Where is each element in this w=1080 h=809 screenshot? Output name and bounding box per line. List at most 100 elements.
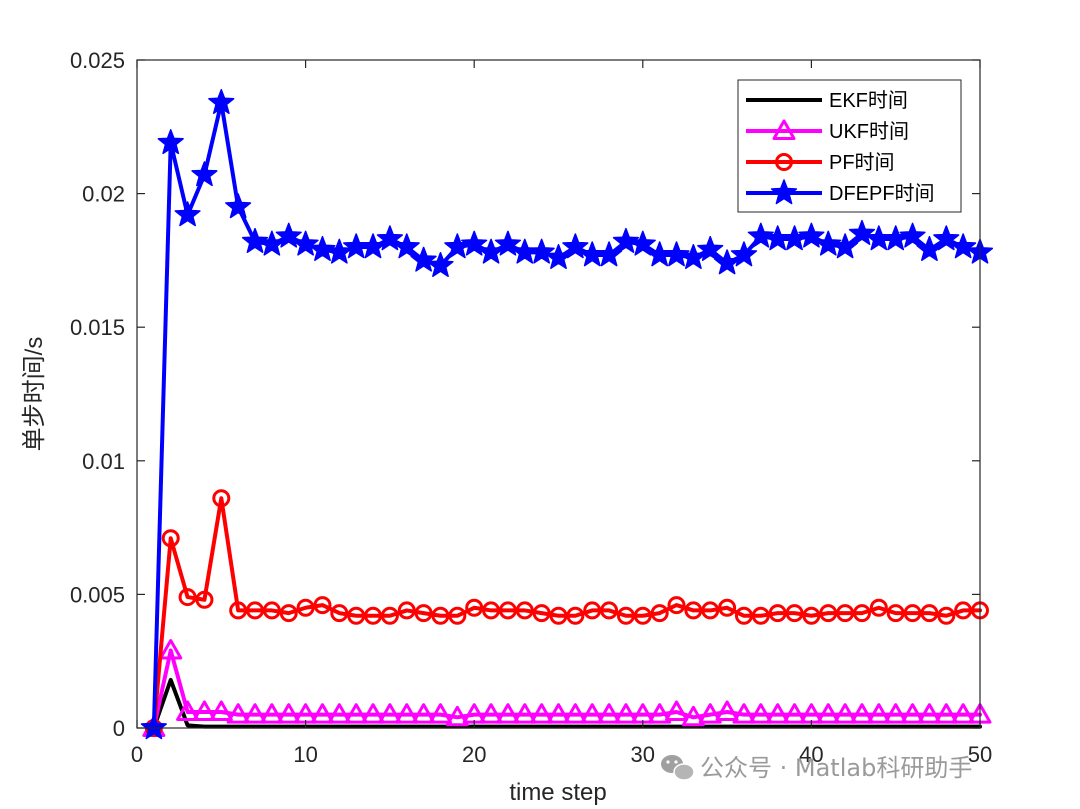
data-point [667, 596, 686, 615]
data-point [292, 230, 319, 256]
data-point [903, 604, 922, 623]
series-1 [142, 639, 992, 737]
data-point [549, 606, 568, 625]
data-point [650, 604, 669, 623]
data-point [783, 703, 807, 724]
data-point [309, 235, 336, 261]
data-point [479, 703, 503, 724]
data-point [347, 606, 366, 625]
data-point [884, 703, 908, 724]
data-point [633, 606, 652, 625]
data-point [260, 703, 284, 724]
data-point [819, 604, 838, 623]
data-point [327, 703, 351, 724]
data-point [730, 241, 758, 267]
data-point [195, 590, 214, 609]
data-point [747, 222, 774, 248]
data-point [445, 705, 469, 727]
data-point [732, 703, 756, 724]
data-point [161, 529, 180, 548]
data-point [734, 606, 753, 625]
data-point [901, 703, 925, 724]
series-line [151, 677, 982, 730]
data-point [246, 601, 265, 620]
watermark-text: 公众号 · Matlab科研助手 [700, 754, 972, 782]
series-line [151, 648, 982, 730]
data-point [886, 604, 905, 623]
data-point [580, 703, 604, 724]
data-point [243, 703, 267, 724]
data-point [361, 703, 385, 724]
data-point [212, 489, 231, 508]
data-point [496, 703, 520, 724]
data-point [766, 703, 790, 724]
data-point [209, 700, 233, 721]
data-point [751, 606, 770, 625]
data-point [648, 703, 672, 724]
data-point [785, 604, 804, 623]
data-point [275, 222, 302, 248]
axes-box [136, 59, 981, 729]
data-point [566, 606, 585, 625]
series-layer [140, 89, 994, 740]
data-point [768, 604, 787, 623]
data-point [174, 201, 201, 227]
ticks-layer: 0 10 20 30 40 50 0 0.005 0.01 0.015 0.02 0.025 [70, 48, 992, 767]
legend-label: UKF时间 [829, 120, 909, 143]
data-point [393, 233, 420, 259]
series-0 [151, 677, 982, 730]
data-point [395, 703, 419, 724]
x-tick-label: 10 [293, 742, 317, 767]
data-point [950, 233, 977, 259]
data-point [229, 601, 248, 620]
data-point [477, 238, 505, 264]
data-point [296, 598, 315, 617]
legend-marker [775, 153, 793, 171]
x-tick-label: 20 [462, 742, 486, 767]
y-tick-label: 0.015 [70, 315, 125, 340]
data-point [802, 606, 821, 625]
data-point [665, 700, 689, 721]
x-tick-label: 50 [968, 742, 992, 767]
data-point [899, 222, 926, 248]
data-point [258, 230, 285, 256]
data-point [547, 703, 570, 724]
data-point [157, 129, 184, 155]
data-point [597, 703, 621, 724]
data-point [359, 233, 387, 259]
data-point [225, 193, 252, 219]
data-point [412, 703, 436, 724]
data-point [562, 233, 589, 259]
data-point [718, 598, 737, 617]
data-point [414, 604, 433, 623]
data-point [397, 601, 416, 620]
data-point [920, 604, 939, 623]
data-point [448, 606, 467, 625]
data-point [850, 703, 874, 724]
data-point [848, 219, 876, 245]
data-point [681, 705, 705, 727]
data-point [140, 714, 167, 740]
x-tick-label: 0 [131, 742, 143, 767]
x-tick-label: 30 [631, 742, 655, 767]
data-point [701, 601, 720, 620]
data-point [262, 601, 281, 620]
data-point [629, 230, 656, 256]
legend-marker [772, 119, 796, 140]
data-point [176, 700, 200, 721]
series-2 [144, 489, 989, 737]
data-point [427, 251, 454, 278]
data-point [159, 639, 183, 660]
data-point [867, 703, 891, 724]
data-point [279, 604, 298, 623]
y-tick-label: 0.02 [82, 182, 125, 207]
data-point [663, 241, 690, 267]
data-point [545, 243, 572, 269]
y-tick-label: 0.005 [70, 582, 125, 607]
x-tick-label: 40 [799, 742, 823, 767]
data-point [563, 703, 587, 724]
series-3 [140, 89, 994, 740]
data-point [798, 222, 825, 248]
x-axis-label: time step [509, 779, 606, 806]
data-point [378, 703, 402, 724]
